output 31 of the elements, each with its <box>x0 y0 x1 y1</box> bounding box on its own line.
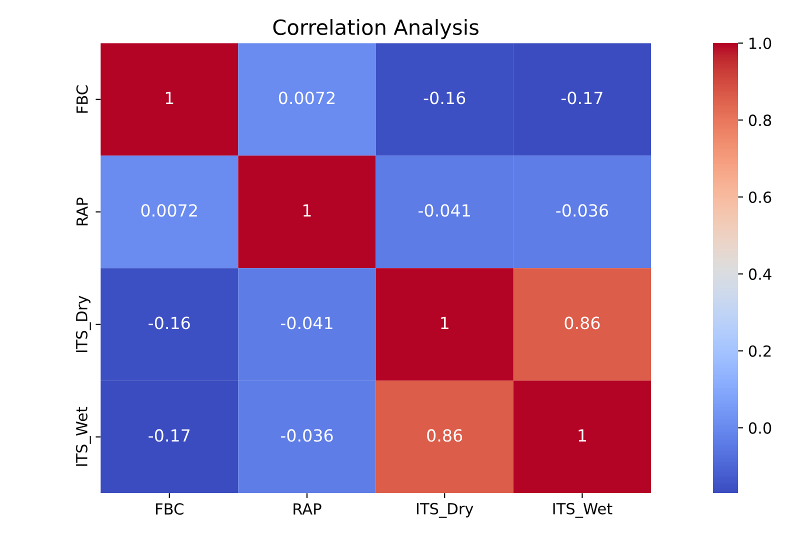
data-label: 0.0072 <box>141 204 197 217</box>
color-bar-label: 0.2 <box>748 345 771 357</box>
data-label: -0.041 <box>280 316 332 330</box>
x-tick-label: ITS_Wet <box>553 502 612 518</box>
y-tick-label: ITS_Wet <box>76 406 91 466</box>
data-label: -0.16 <box>148 316 190 330</box>
x-tick-label: RAP <box>294 503 322 515</box>
data-label: 0.86 <box>564 316 600 330</box>
x-tick-label: ITS_Dry <box>416 502 474 518</box>
data-label: -0.17 <box>561 92 602 104</box>
data-label: 0.0072 <box>278 92 334 104</box>
data-label: -0.036 <box>556 204 608 217</box>
y-tick-label: FBC <box>76 85 88 113</box>
chart-title: Correlation Analysis <box>273 18 478 40</box>
y-tick-label: RAP <box>76 198 88 226</box>
data-label: -0.17 <box>148 429 190 442</box>
data-label: -0.041 <box>418 204 470 217</box>
data-label: 1 <box>304 204 311 216</box>
color-bar-label: 0.0 <box>748 422 772 434</box>
data-label: -0.16 <box>424 92 466 104</box>
data-label: -0.036 <box>280 429 333 442</box>
x-tick-label: FBC <box>156 503 184 515</box>
data-label: 1 <box>441 316 448 330</box>
color-bar-label: 1.0 <box>750 38 772 50</box>
y-tick-label: ITS_Dry <box>76 296 91 352</box>
data-label: 1 <box>578 429 586 442</box>
data-label: 1 <box>166 92 174 104</box>
color-bar-label: 0.4 <box>748 268 772 280</box>
data-label: 0.86 <box>427 429 462 442</box>
color-bar-label: 0.8 <box>748 114 772 126</box>
color-bar-label: 0.6 <box>748 191 772 204</box>
